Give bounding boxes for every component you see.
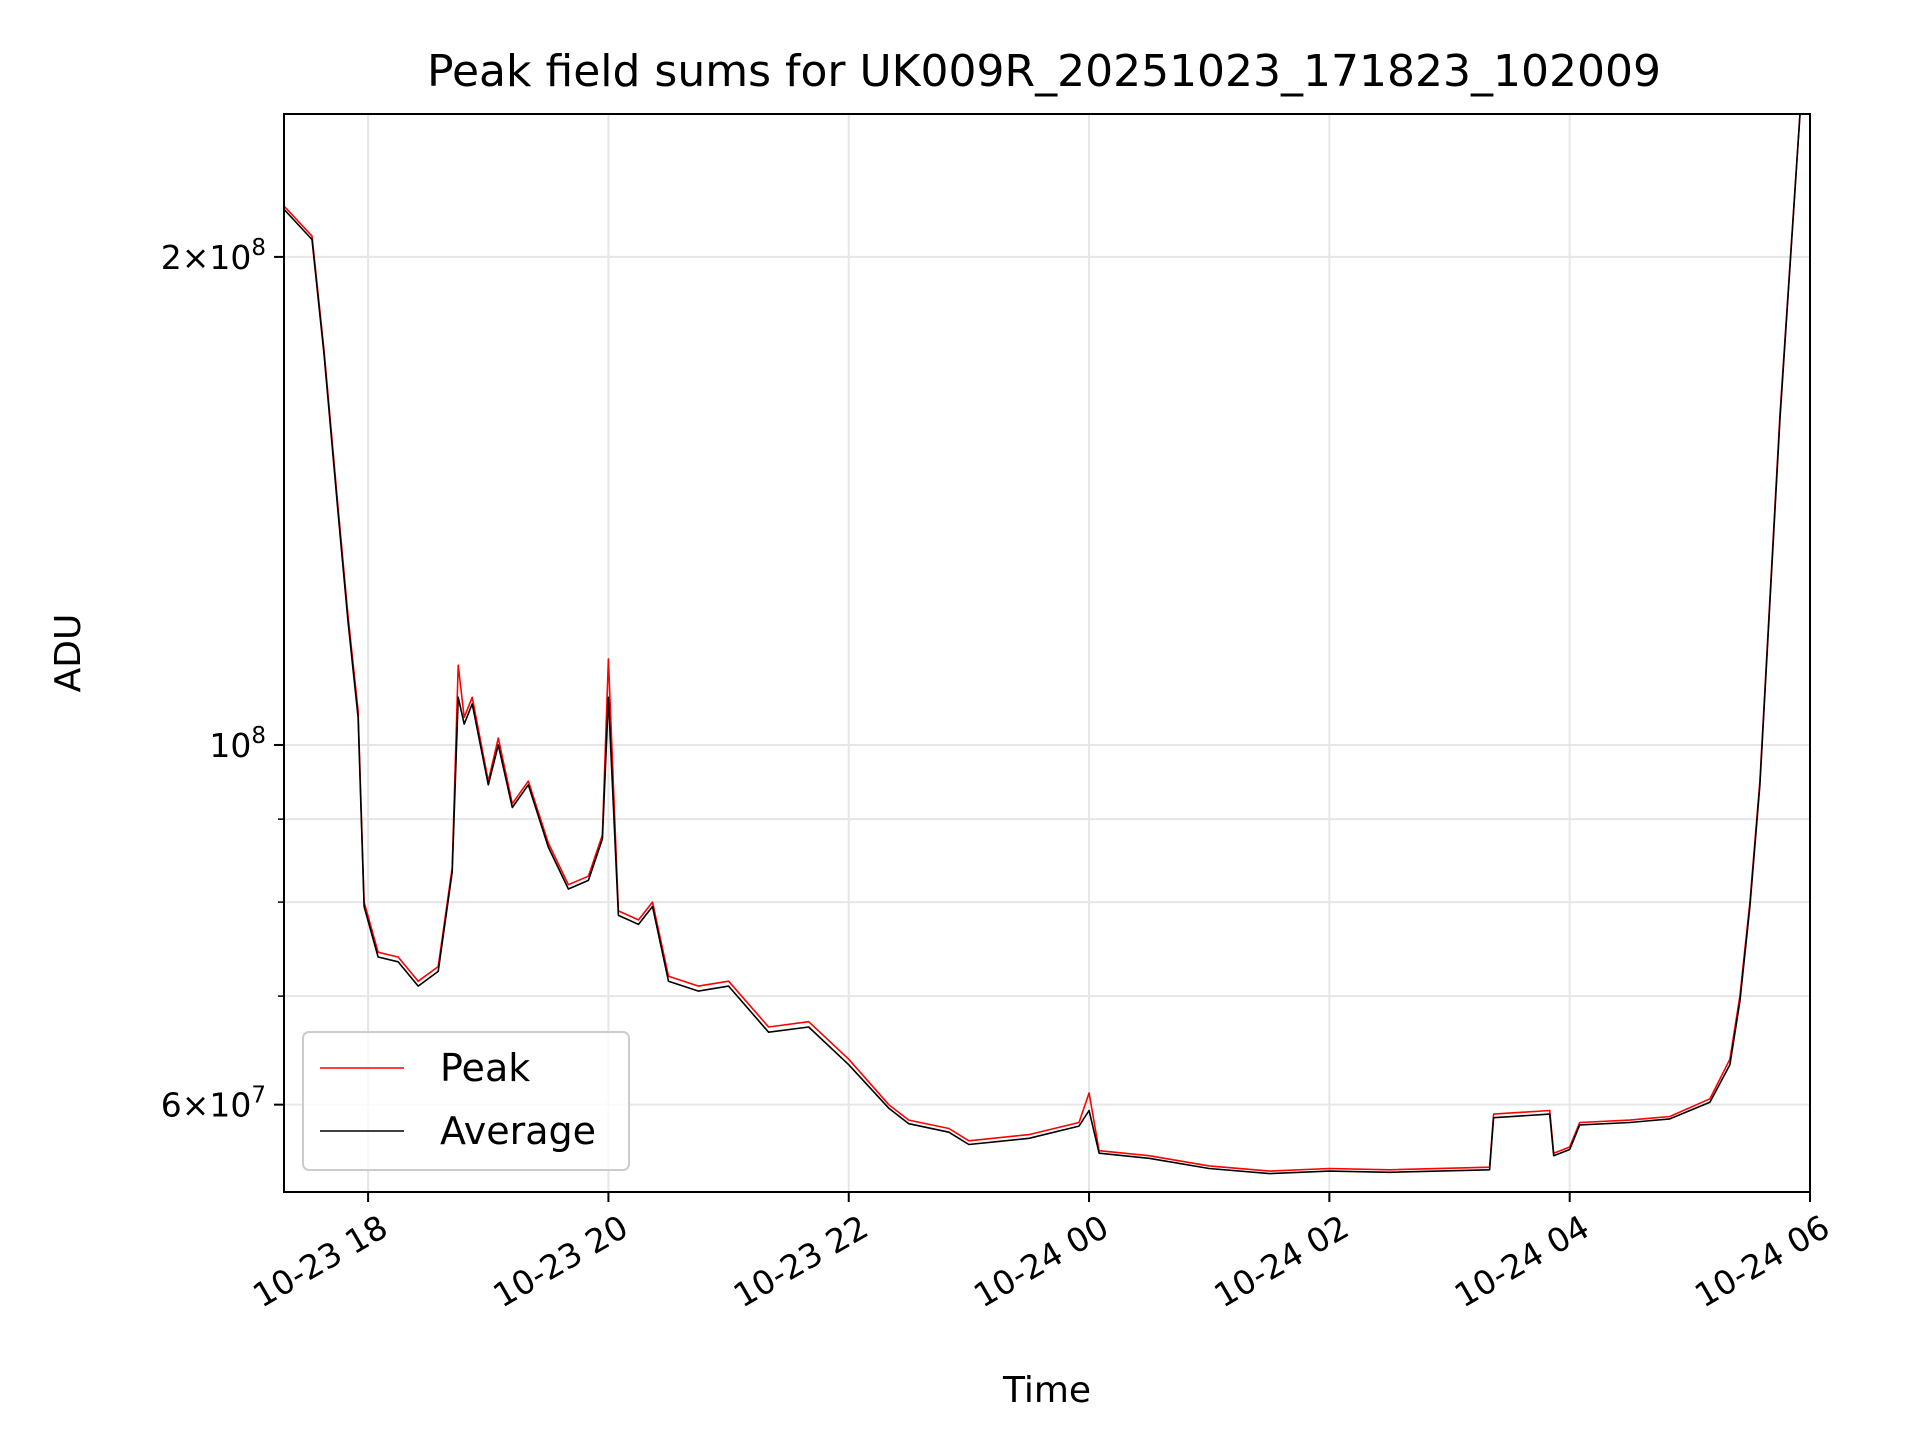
x-tick-label: 10-24 00: [967, 1207, 1115, 1315]
series-line-average: [284, 114, 1801, 1175]
y-tick-base: ×10: [182, 1086, 252, 1125]
y-tick-label: 6×107: [161, 1083, 266, 1125]
x-tick-label: 10-24 04: [1448, 1207, 1596, 1315]
x-tick-label: 10-24 06: [1688, 1207, 1836, 1315]
y-tick-mantissa: 6: [161, 1086, 182, 1125]
y-tick-mantissa: 2: [161, 238, 182, 277]
legend-box: [302, 1031, 630, 1171]
y-tick-exponent: 7: [251, 1083, 266, 1109]
legend: Peak Average: [302, 1031, 630, 1171]
y-tick-base: 10: [209, 726, 251, 765]
x-tick-label: 10-23 18: [246, 1207, 394, 1315]
legend-label-average: Average: [440, 1109, 596, 1153]
y-tick-exponent: 8: [251, 235, 266, 261]
y-tick-base: ×10: [182, 238, 252, 277]
x-tick-label: 10-24 02: [1207, 1207, 1355, 1315]
y-tick-exponent: 8: [251, 723, 266, 749]
legend-label-peak: Peak: [440, 1046, 530, 1090]
x-tick-label: 10-23 22: [727, 1207, 875, 1315]
x-axis-label: Time: [1002, 1370, 1091, 1411]
y-tick-label: 2×108: [161, 235, 266, 277]
grid: [284, 114, 1811, 1192]
x-tick-label: 10-23 20: [486, 1207, 634, 1315]
plot-frame: [283, 113, 1811, 1193]
y-tick-label: 108: [209, 723, 266, 765]
chart-title: Peak field sums for UK009R_20251023_1718…: [427, 46, 1661, 97]
series-layer: [284, 114, 1801, 1175]
y-axis-label: ADU: [48, 614, 89, 693]
series-line-peak: [284, 114, 1801, 1172]
